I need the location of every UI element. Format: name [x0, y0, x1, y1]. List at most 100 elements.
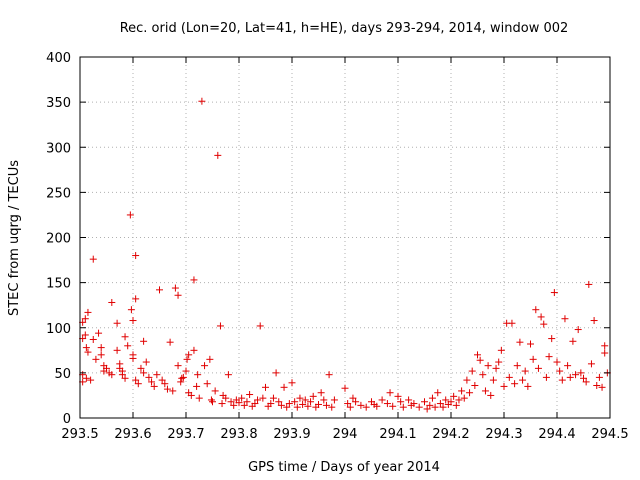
data-point: [513, 362, 521, 370]
y-tick-label: 200: [46, 232, 71, 247]
x-tick-label: 293.5: [61, 427, 98, 442]
data-point: [121, 374, 129, 382]
data-point: [132, 252, 140, 260]
data-point: [349, 394, 357, 402]
data-point: [126, 211, 134, 219]
data-point: [206, 355, 214, 363]
x-tick-label: 293.9: [273, 427, 310, 442]
data-point: [132, 376, 140, 384]
data-point: [587, 360, 595, 368]
data-point: [545, 353, 553, 361]
grid: [80, 57, 610, 418]
data-point: [92, 355, 100, 363]
y-tick-label: 350: [46, 96, 71, 111]
data-point: [89, 255, 97, 263]
data-point: [548, 335, 556, 343]
data-point: [127, 306, 135, 314]
data-point: [174, 291, 182, 299]
data-point: [439, 403, 447, 411]
data-point: [145, 373, 153, 381]
data-point: [307, 398, 315, 406]
data-point: [601, 342, 609, 350]
data-point: [423, 405, 431, 413]
data-point: [84, 308, 92, 316]
data-point: [585, 280, 593, 288]
data-point: [540, 320, 548, 328]
data-point: [301, 396, 309, 404]
data-point: [569, 337, 577, 345]
data-point: [227, 398, 235, 406]
data-point: [178, 374, 186, 382]
data-point: [479, 371, 487, 379]
data-point: [595, 373, 603, 381]
data-point: [238, 394, 246, 402]
data-point: [108, 298, 116, 306]
data-point: [497, 346, 505, 354]
data-point: [582, 378, 590, 386]
data-point: [296, 394, 304, 402]
data-point: [97, 351, 105, 359]
data-point: [550, 289, 558, 297]
data-point: [269, 394, 277, 402]
data-point: [148, 378, 156, 386]
data-point: [580, 374, 587, 382]
data-point: [275, 398, 283, 406]
data-point: [230, 401, 238, 409]
data-point: [137, 364, 145, 372]
data-point: [293, 403, 301, 411]
data-point: [447, 398, 455, 406]
data-point: [574, 326, 582, 334]
data-point: [346, 403, 354, 411]
data-point: [277, 401, 285, 409]
data-point: [577, 369, 585, 377]
data-point: [81, 331, 89, 339]
y-tick-label: 250: [46, 186, 71, 201]
data-point: [601, 349, 609, 357]
data-point: [495, 358, 503, 366]
data-point: [218, 400, 226, 408]
data-point: [524, 382, 532, 390]
x-tick-label: 294.4: [538, 427, 575, 442]
data-point: [187, 391, 195, 399]
data-point: [280, 383, 288, 391]
data-point: [156, 286, 163, 294]
x-tick-label: 294.3: [485, 427, 522, 442]
data-point: [436, 400, 444, 408]
data-point: [194, 371, 202, 379]
data-point: [357, 401, 365, 409]
data-point: [288, 379, 296, 387]
data-point: [224, 371, 232, 379]
data-point: [183, 355, 191, 363]
x-axis-label: GPS time / Days of year 2014: [248, 460, 440, 475]
data-point: [405, 396, 413, 404]
data-point: [211, 387, 219, 395]
data-point: [320, 396, 328, 404]
data-point: [399, 403, 407, 411]
data-point: [185, 351, 193, 359]
data-point: [492, 364, 500, 372]
data-point: [434, 389, 442, 397]
data-point: [593, 382, 601, 390]
data-point: [511, 380, 519, 388]
data-point: [195, 394, 203, 402]
data-point: [177, 378, 185, 386]
data-point: [558, 376, 566, 384]
data-point: [389, 402, 397, 410]
y-tick-label: 300: [46, 141, 71, 156]
data-point: [378, 396, 386, 404]
data-point: [556, 367, 564, 375]
data-point: [304, 402, 312, 410]
data-point: [84, 348, 92, 356]
data-point: [163, 385, 171, 393]
data-point: [254, 396, 262, 404]
data-point: [243, 398, 251, 406]
data-point: [81, 315, 89, 323]
data-point: [529, 355, 537, 363]
x-tick-label: 293.6: [114, 427, 151, 442]
chart-title: Rec. orid (Lon=20, Lat=41, h=HE), days 2…: [120, 21, 569, 36]
data-point: [344, 400, 352, 408]
data-point: [124, 342, 132, 350]
data-point: [553, 358, 561, 366]
data-point: [235, 399, 243, 407]
